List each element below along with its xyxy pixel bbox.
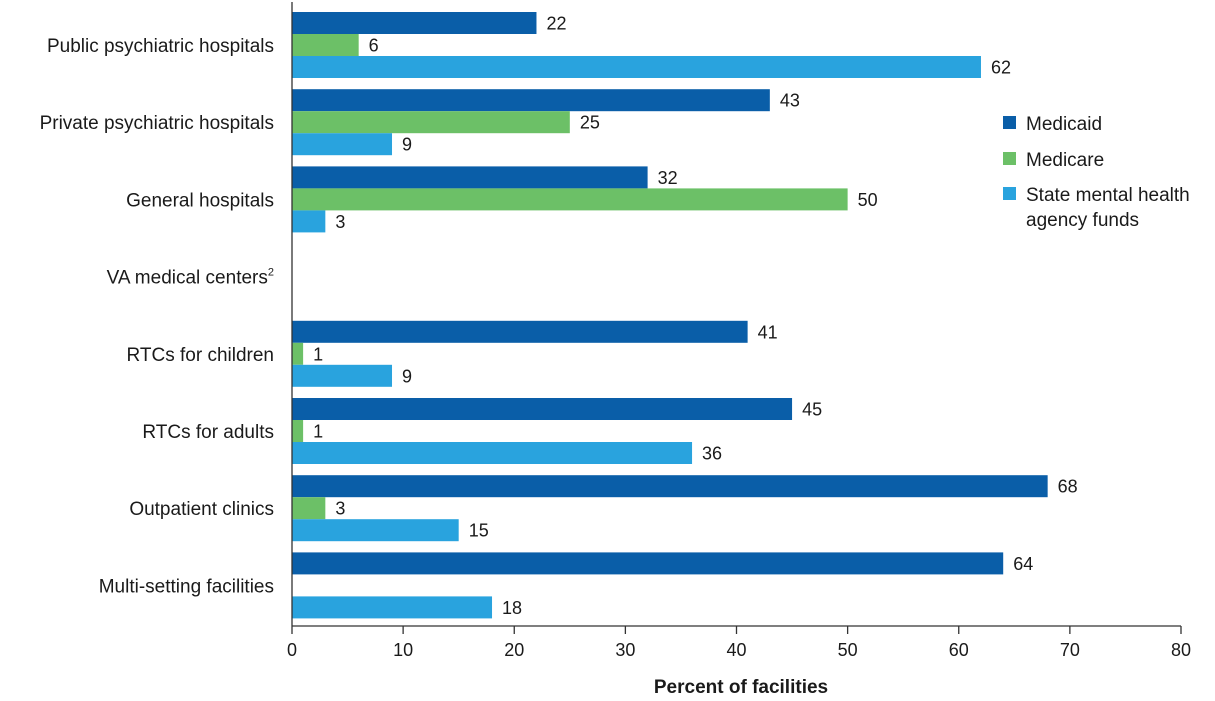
bar-medicaid-general-hospitals <box>292 166 648 189</box>
bar-state-mental-health-agency-funds-public-psychiatric-hospitals <box>292 56 981 78</box>
legend-label-medicaid: Medicaid <box>1026 114 1102 135</box>
legend-label-state-mental-health-agency-funds: agency funds <box>1026 210 1139 231</box>
bar-medicaid-rtcs-for-children <box>292 320 748 343</box>
data-label-state-mental-health-agency-funds-public-psychiatric-hospitals: 62 <box>991 58 1011 78</box>
data-label-medicaid-public-psychiatric-hospitals: 22 <box>546 14 566 34</box>
x-axis: 0 10 20 30 40 50 60 70 80 <box>287 2 1191 660</box>
bar-state-mental-health-agency-funds-private-psychiatric-hospitals <box>292 133 393 156</box>
data-label-medicare-rtcs-for-adults: 1 <box>313 422 323 442</box>
bar-medicare-rtcs-for-children <box>292 342 304 365</box>
x-tick-label-20: 20 <box>504 640 524 660</box>
x-tick-label-70: 70 <box>1060 640 1080 660</box>
labels-layer: Public psychiatric hospitals 22 6 62 Private… <box>40 14 1078 618</box>
x-axis-title: Percent of facilities <box>654 677 828 696</box>
bars-layer <box>292 12 1048 619</box>
data-label-medicare-public-psychiatric-hospitals: 6 <box>369 36 379 56</box>
data-label-state-mental-health-agency-funds-general-hospitals: 3 <box>335 212 345 232</box>
data-label-medicare-general-hospitals: 50 <box>858 190 878 210</box>
legend-label-medicare: Medicare <box>1026 150 1104 171</box>
category-label-public-psychiatric-hospitals: Public psychiatric hospitals <box>47 36 274 57</box>
x-tick-label-30: 30 <box>615 640 635 660</box>
x-tick-label-60: 60 <box>949 640 969 660</box>
category-label-general-hospitals: General hospitals <box>126 190 274 211</box>
bar-medicare-public-psychiatric-hospitals <box>292 34 359 56</box>
x-tick-label-0: 0 <box>287 640 297 660</box>
bar-state-mental-health-agency-funds-rtcs-for-children <box>292 364 393 387</box>
category-label-rtcs-for-children: RTCs for children <box>127 345 274 366</box>
category-label-multi-setting-facilities: Multi-setting facilities <box>99 576 274 597</box>
bar-state-mental-health-agency-funds-multi-setting-facilities <box>292 596 493 619</box>
bar-state-mental-health-agency-funds-outpatient-clinics <box>292 519 459 542</box>
data-label-medicare-private-psychiatric-hospitals: 25 <box>580 113 600 133</box>
category-label-va-medical-centers: VA medical centers2 <box>107 267 274 289</box>
x-tick-label-10: 10 <box>393 640 413 660</box>
bar-medicaid-rtcs-for-adults <box>292 398 793 420</box>
data-label-state-mental-health-agency-funds-rtcs-for-adults: 36 <box>702 444 722 464</box>
data-label-medicaid-private-psychiatric-hospitals: 43 <box>780 91 800 111</box>
data-label-medicare-outpatient-clinics: 3 <box>335 499 345 519</box>
bar-medicaid-public-psychiatric-hospitals <box>292 12 537 34</box>
legend-swatch-medicaid <box>1003 116 1016 129</box>
bar-medicare-rtcs-for-adults <box>292 420 304 442</box>
data-label-medicaid-general-hospitals: 32 <box>658 168 678 188</box>
data-label-state-mental-health-agency-funds-outpatient-clinics: 15 <box>469 521 489 541</box>
data-label-state-mental-health-agency-funds-multi-setting-facilities: 18 <box>502 598 522 618</box>
bar-state-mental-health-agency-funds-rtcs-for-adults <box>292 442 693 464</box>
category-footnote-marker: 2 <box>268 267 274 279</box>
bar-medicaid-private-psychiatric-hospitals <box>292 89 770 112</box>
bar-state-mental-health-agency-funds-general-hospitals <box>292 210 326 233</box>
bar-medicaid-outpatient-clinics <box>292 475 1048 498</box>
data-label-medicare-rtcs-for-children: 1 <box>313 344 323 364</box>
bar-medicaid-multi-setting-facilities <box>292 552 1004 575</box>
category-label-rtcs-for-adults: RTCs for adults <box>142 422 274 443</box>
legend: Medicaid Medicare State mental health agenc… <box>1003 114 1190 231</box>
x-tick-label-40: 40 <box>726 640 746 660</box>
category-label-private-psychiatric-hospitals: Private psychiatric hospitals <box>40 113 274 134</box>
data-label-medicaid-outpatient-clinics: 68 <box>1058 477 1078 497</box>
data-label-medicaid-multi-setting-facilities: 64 <box>1013 554 1033 574</box>
data-label-state-mental-health-agency-funds-rtcs-for-children: 9 <box>402 366 412 386</box>
bar-medicare-general-hospitals <box>292 188 848 211</box>
bar-medicare-outpatient-clinics <box>292 497 326 520</box>
category-label-outpatient-clinics: Outpatient clinics <box>129 499 274 520</box>
data-label-medicaid-rtcs-for-children: 41 <box>758 322 778 342</box>
x-tick-label-80: 80 <box>1171 640 1191 660</box>
x-tick-label-50: 50 <box>838 640 858 660</box>
data-label-state-mental-health-agency-funds-private-psychiatric-hospitals: 9 <box>402 135 412 155</box>
bar-medicare-private-psychiatric-hospitals <box>292 111 570 134</box>
data-label-medicaid-rtcs-for-adults: 45 <box>802 400 822 420</box>
legend-label-state-mental-health-agency-funds: State mental health <box>1026 185 1190 206</box>
legend-swatch-medicare <box>1003 152 1016 165</box>
legend-swatch-state-mental-health-agency-funds <box>1003 187 1016 200</box>
